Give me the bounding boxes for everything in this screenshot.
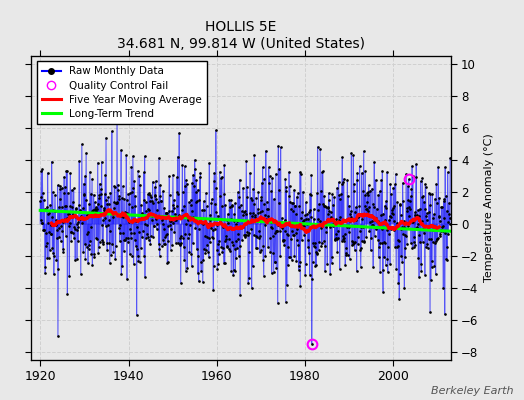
Title: HOLLIS 5E
34.681 N, 99.814 W (United States): HOLLIS 5E 34.681 N, 99.814 W (United Sta… <box>117 20 365 51</box>
Y-axis label: Temperature Anomaly (°C): Temperature Anomaly (°C) <box>484 134 494 282</box>
Legend: Raw Monthly Data, Quality Control Fail, Five Year Moving Average, Long-Term Tren: Raw Monthly Data, Quality Control Fail, … <box>37 61 207 124</box>
Text: Berkeley Earth: Berkeley Earth <box>431 386 514 396</box>
